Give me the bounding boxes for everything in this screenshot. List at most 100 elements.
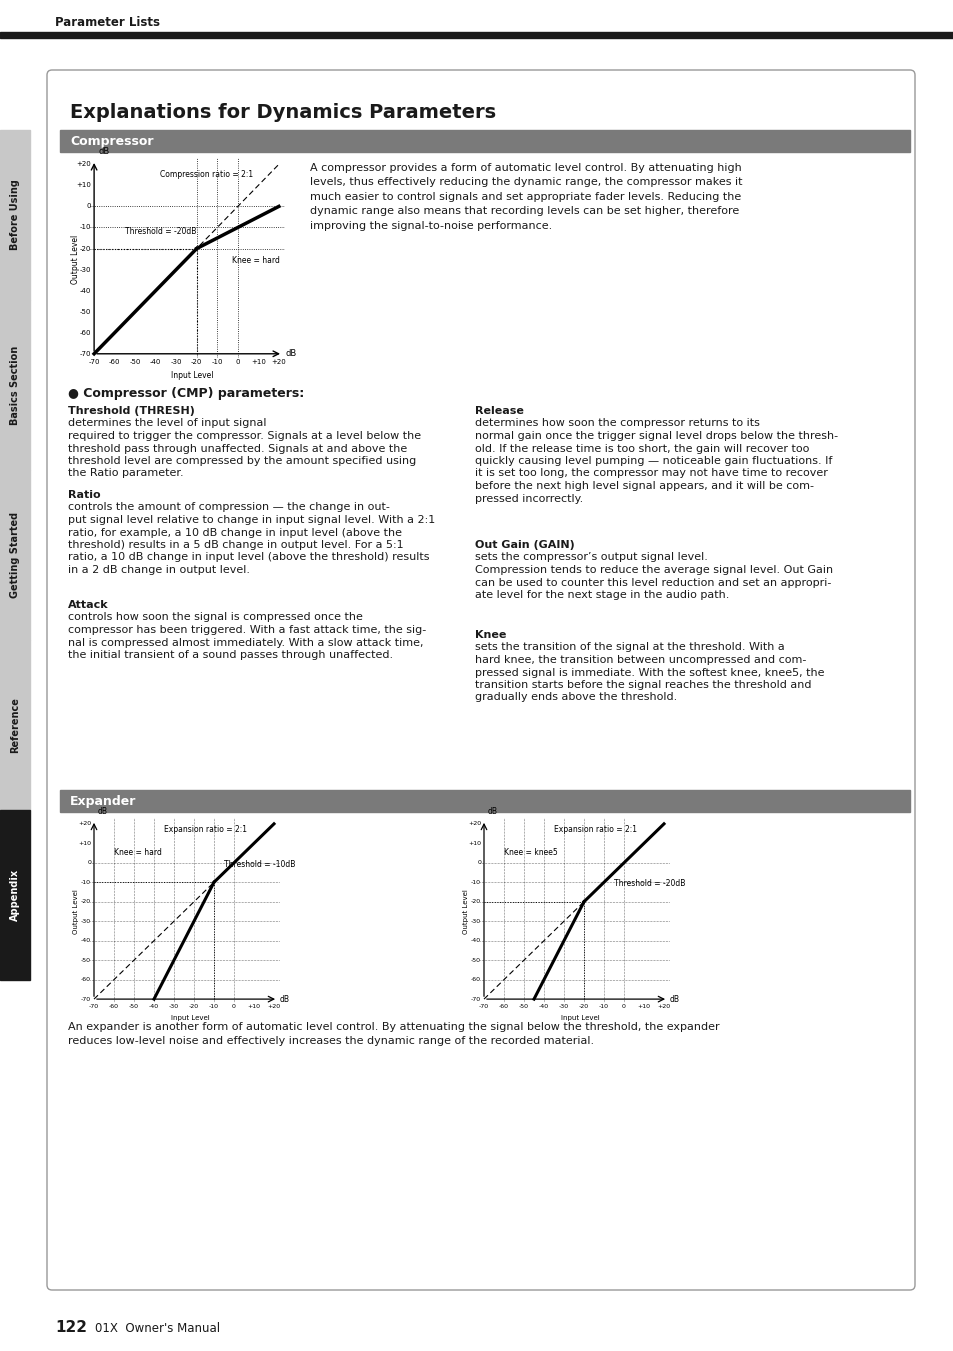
Text: +20: +20: [267, 1004, 280, 1009]
Text: Expander: Expander: [70, 794, 136, 808]
Text: Input Level: Input Level: [560, 1015, 598, 1021]
Text: put signal level relative to change in input signal level. With a 2:1: put signal level relative to change in i…: [68, 515, 435, 526]
Text: -20: -20: [189, 1004, 199, 1009]
Text: -20: -20: [81, 900, 91, 904]
Text: sets the transition of the signal at the threshold. With a: sets the transition of the signal at the…: [475, 643, 784, 653]
Text: -20: -20: [79, 246, 91, 251]
Bar: [0, 300, 30, 470]
Text: Output Level: Output Level: [73, 889, 79, 934]
Text: ratio, a 10 dB change in input level (above the threshold) results: ratio, a 10 dB change in input level (ab…: [68, 553, 429, 562]
Text: 122: 122: [55, 1320, 87, 1336]
Text: in a 2 dB change in output level.: in a 2 dB change in output level.: [68, 565, 250, 576]
Text: Compression tends to reduce the average signal level. Out Gain: Compression tends to reduce the average …: [475, 565, 832, 576]
Text: Attack: Attack: [68, 600, 109, 611]
Text: -40: -40: [150, 359, 161, 365]
Text: controls the amount of compression — the change in out-: controls the amount of compression — the…: [68, 503, 390, 512]
Text: -70: -70: [89, 1004, 99, 1009]
Text: ● Compressor (CMP) parameters:: ● Compressor (CMP) parameters:: [68, 386, 304, 400]
Text: -70: -70: [471, 997, 480, 1001]
Text: -50: -50: [79, 308, 91, 315]
Text: dB: dB: [98, 147, 110, 155]
Bar: [0, 470, 30, 640]
Text: -30: -30: [169, 1004, 179, 1009]
Text: Explanations for Dynamics Parameters: Explanations for Dynamics Parameters: [70, 103, 496, 122]
Text: dB: dB: [669, 994, 679, 1004]
Bar: [0, 640, 30, 811]
Text: it is set too long, the compressor may not have time to recover: it is set too long, the compressor may n…: [475, 469, 827, 478]
Text: +10: +10: [76, 182, 91, 188]
Text: Getting Started: Getting Started: [10, 512, 20, 598]
Text: the initial transient of a sound passes through unaffected.: the initial transient of a sound passes …: [68, 650, 393, 661]
Text: 0: 0: [235, 359, 240, 365]
Text: +20: +20: [272, 359, 286, 365]
Text: threshold pass through unaffected. Signals at and above the: threshold pass through unaffected. Signa…: [68, 443, 407, 454]
Text: -60: -60: [81, 977, 91, 982]
Text: Compressor: Compressor: [70, 135, 153, 147]
Bar: [0, 32, 953, 38]
Text: before the next high level signal appears, and it will be com-: before the next high level signal appear…: [475, 481, 813, 490]
Text: Knee = knee5: Knee = knee5: [503, 848, 558, 857]
Text: +20: +20: [76, 161, 91, 168]
Text: Release: Release: [475, 407, 523, 416]
Text: -40: -40: [471, 938, 480, 943]
Text: Before Using: Before Using: [10, 180, 20, 250]
Text: -70: -70: [89, 359, 100, 365]
Text: 01X  Owner's Manual: 01X Owner's Manual: [95, 1321, 220, 1335]
Text: 0: 0: [87, 861, 91, 865]
Text: transition starts before the signal reaches the threshold and: transition starts before the signal reac…: [475, 680, 811, 690]
Text: -40: -40: [81, 938, 91, 943]
Text: -40: -40: [538, 1004, 549, 1009]
Text: -10: -10: [79, 224, 91, 231]
Text: Ratio: Ratio: [68, 490, 100, 500]
Text: 0: 0: [87, 204, 91, 209]
Text: hard knee, the transition between uncompressed and com-: hard knee, the transition between uncomp…: [475, 655, 805, 665]
Text: -70: -70: [79, 351, 91, 357]
Text: -10: -10: [209, 1004, 219, 1009]
Text: -50: -50: [518, 1004, 529, 1009]
Text: Out Gain (GAIN): Out Gain (GAIN): [475, 540, 574, 550]
Text: Output Level: Output Level: [462, 889, 469, 934]
Bar: [60, 790, 909, 812]
Text: +10: +10: [251, 359, 266, 365]
Text: pressed incorrectly.: pressed incorrectly.: [475, 493, 582, 504]
Text: Threshold = -10dB: Threshold = -10dB: [224, 859, 295, 869]
Text: Basics Section: Basics Section: [10, 346, 20, 424]
Text: Expansion ratio = 2:1: Expansion ratio = 2:1: [164, 824, 247, 834]
Text: nal is compressed almost immediately. With a slow attack time,: nal is compressed almost immediately. Wi…: [68, 638, 423, 647]
Text: +20: +20: [657, 1004, 670, 1009]
Text: -60: -60: [79, 330, 91, 336]
Text: Output Level: Output Level: [71, 235, 80, 284]
Text: -10: -10: [212, 359, 223, 365]
Text: -50: -50: [81, 958, 91, 963]
Text: Knee = hard: Knee = hard: [113, 848, 162, 857]
Text: -60: -60: [109, 1004, 119, 1009]
Bar: [0, 130, 30, 300]
Text: -30: -30: [79, 266, 91, 273]
Text: -30: -30: [171, 359, 182, 365]
Text: Compression ratio = 2:1: Compression ratio = 2:1: [159, 170, 253, 178]
Text: controls how soon the signal is compressed once the: controls how soon the signal is compress…: [68, 612, 362, 623]
Text: -10: -10: [81, 880, 91, 885]
Text: -40: -40: [149, 1004, 159, 1009]
Text: Reference: Reference: [10, 697, 20, 753]
Bar: [60, 130, 909, 153]
Text: compressor has been triggered. With a fast attack time, the sig-: compressor has been triggered. With a fa…: [68, 626, 426, 635]
Text: -30: -30: [471, 919, 480, 924]
Text: +10: +10: [468, 840, 480, 846]
Text: sets the compressor’s output signal level.: sets the compressor’s output signal leve…: [475, 553, 707, 562]
Text: -50: -50: [130, 359, 141, 365]
Text: -10: -10: [471, 880, 480, 885]
Text: Parameter Lists: Parameter Lists: [55, 15, 160, 28]
FancyBboxPatch shape: [47, 70, 914, 1290]
Text: +20: +20: [467, 821, 480, 827]
Text: ratio, for example, a 10 dB change in input level (above the: ratio, for example, a 10 dB change in in…: [68, 527, 401, 538]
Text: ate level for the next stage in the audio path.: ate level for the next stage in the audi…: [475, 590, 729, 600]
Text: dB: dB: [98, 807, 108, 816]
Text: -60: -60: [109, 359, 120, 365]
Text: -40: -40: [79, 288, 91, 293]
Text: -50: -50: [471, 958, 480, 963]
Text: -10: -10: [598, 1004, 608, 1009]
Bar: [0, 811, 30, 979]
Text: -30: -30: [81, 919, 91, 924]
Text: Input Level: Input Level: [171, 1015, 209, 1021]
